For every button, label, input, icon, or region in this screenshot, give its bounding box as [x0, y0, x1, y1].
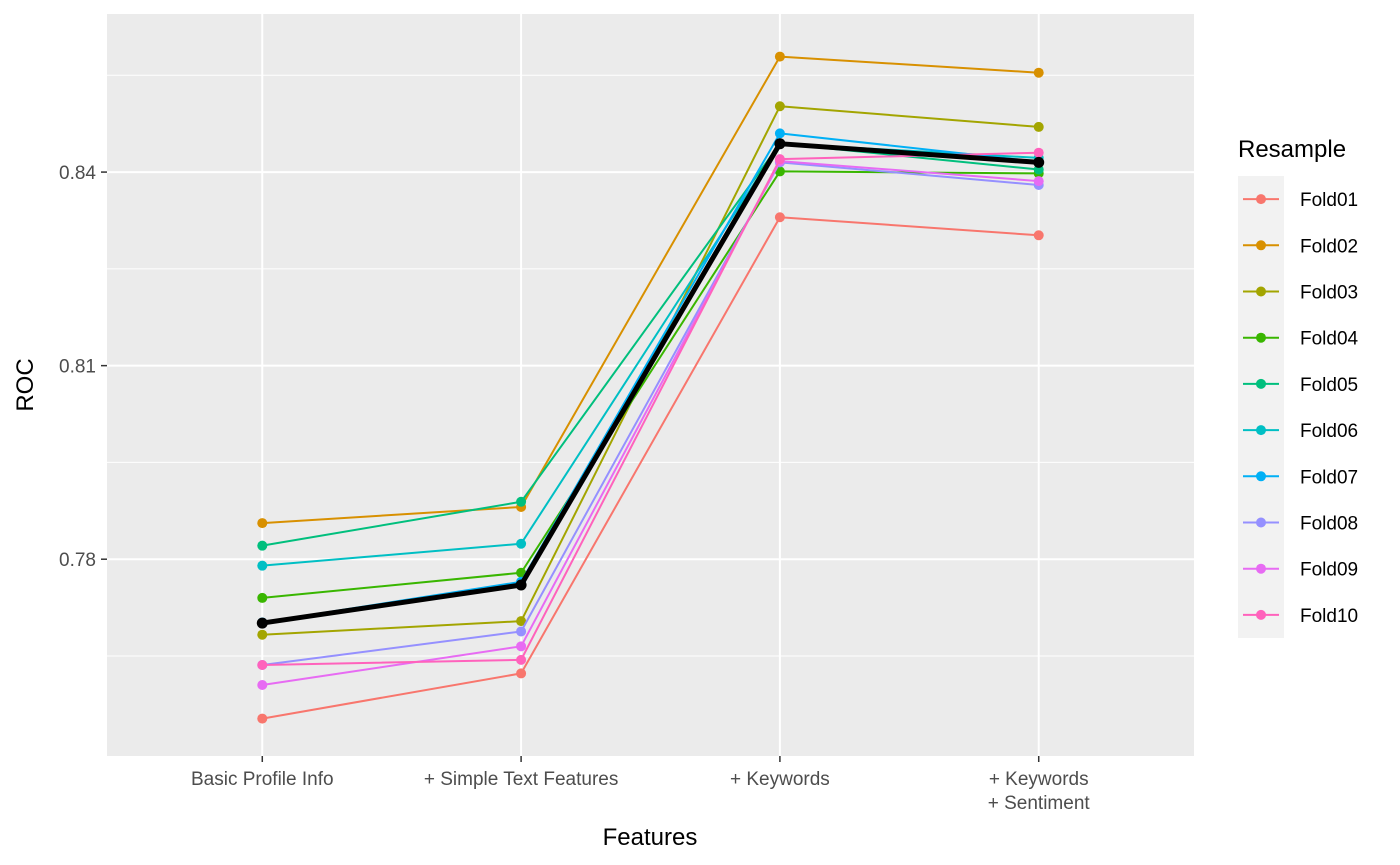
data-point-fold04 — [257, 592, 268, 603]
minor-gridlines — [107, 74, 1194, 657]
data-point-fold03 — [516, 616, 527, 627]
legend-label-fold03: Fold03 — [1300, 283, 1358, 304]
data-point-fold07 — [774, 128, 785, 139]
data-point-fold03 — [774, 101, 785, 112]
data-point-fold02 — [774, 51, 785, 62]
data-point-fold01 — [257, 713, 268, 724]
data-point-fold10 — [516, 654, 527, 665]
legend-label-fold08: Fold08 — [1300, 514, 1358, 535]
data-point-fold09 — [516, 641, 527, 652]
data-point-fold02 — [1033, 67, 1044, 78]
data-point-fold10 — [774, 154, 785, 165]
x-axis-title: Features — [603, 824, 698, 851]
series-line-fold08 — [261, 161, 1040, 667]
x-tick-label: + Simple Text Features — [424, 769, 619, 790]
legend-label-fold06: Fold06 — [1300, 421, 1358, 442]
data-point-fold02 — [257, 518, 268, 529]
y-axis-title: ROC — [12, 358, 39, 411]
legend-key-background — [1238, 176, 1284, 638]
legend-label-fold10: Fold10 — [1300, 606, 1358, 627]
data-point-fold10 — [1033, 147, 1044, 158]
data-point-fold03 — [257, 629, 268, 640]
data-point-black — [774, 138, 786, 150]
series-line-fold02 — [261, 55, 1040, 525]
data-point-fold09 — [257, 680, 268, 691]
legend-key-point — [1256, 425, 1266, 436]
x-tick-label: + Keywords — [730, 769, 830, 790]
legend-label-fold07: Fold07 — [1300, 467, 1358, 488]
series-line-fold09 — [261, 160, 1040, 687]
data-point-fold05 — [516, 496, 527, 507]
data-point-fold01 — [516, 668, 527, 679]
plot-panel — [107, 14, 1194, 756]
legend-label-fold02: Fold02 — [1300, 236, 1358, 257]
legend-label-fold05: Fold05 — [1300, 375, 1358, 396]
data-point-fold04 — [516, 567, 527, 578]
x-axis: Basic Profile Info + Simple Text Features… — [191, 756, 1090, 814]
series-layer — [256, 51, 1045, 724]
data-point-fold03 — [1033, 121, 1044, 132]
series-line-fold10 — [261, 151, 1040, 667]
y-tick-label: 0.81 — [59, 357, 96, 378]
data-point-fold01 — [774, 212, 785, 223]
y-axis: 0.78 0.81 0.84 — [59, 163, 107, 571]
legend: Resample Fold01 Fold02 Fold03 Fold04 Fold05 F… — [1238, 136, 1359, 638]
data-point-black — [515, 579, 527, 591]
y-tick-label: 0.78 — [59, 550, 96, 571]
data-point-fold06 — [516, 538, 527, 549]
legend-key-point — [1256, 286, 1266, 297]
legend-key-point — [1256, 194, 1266, 205]
legend-key-point — [1256, 240, 1266, 251]
legend-key-point — [1256, 563, 1266, 574]
data-point-fold10 — [257, 660, 268, 671]
data-point-fold05 — [257, 540, 268, 551]
legend-key-point — [1256, 609, 1266, 620]
data-point-black — [256, 617, 268, 629]
legend-label-fold04: Fold04 — [1300, 329, 1359, 350]
data-point-fold06 — [257, 560, 268, 571]
x-tick-label: + Keywords + Sentiment — [988, 769, 1091, 814]
data-point-fold09 — [1033, 176, 1044, 187]
series-line-black — [259, 141, 1042, 626]
legend-key-point — [1256, 378, 1266, 389]
series-line-fold01 — [261, 216, 1040, 720]
x-tick-label: Basic Profile Info — [191, 769, 334, 790]
legend-label-fold01: Fold01 — [1300, 190, 1358, 211]
legend-title: Resample — [1238, 136, 1346, 163]
legend-key-point — [1256, 517, 1266, 528]
series-line-fold04 — [261, 170, 1040, 599]
y-tick-label: 0.84 — [59, 163, 96, 184]
data-point-black — [1033, 156, 1045, 168]
data-point-fold08 — [516, 626, 527, 637]
legend-label-fold09: Fold09 — [1300, 560, 1358, 581]
legend-key-point — [1256, 332, 1266, 343]
legend-key-point — [1256, 471, 1266, 482]
data-point-fold01 — [1033, 230, 1044, 241]
